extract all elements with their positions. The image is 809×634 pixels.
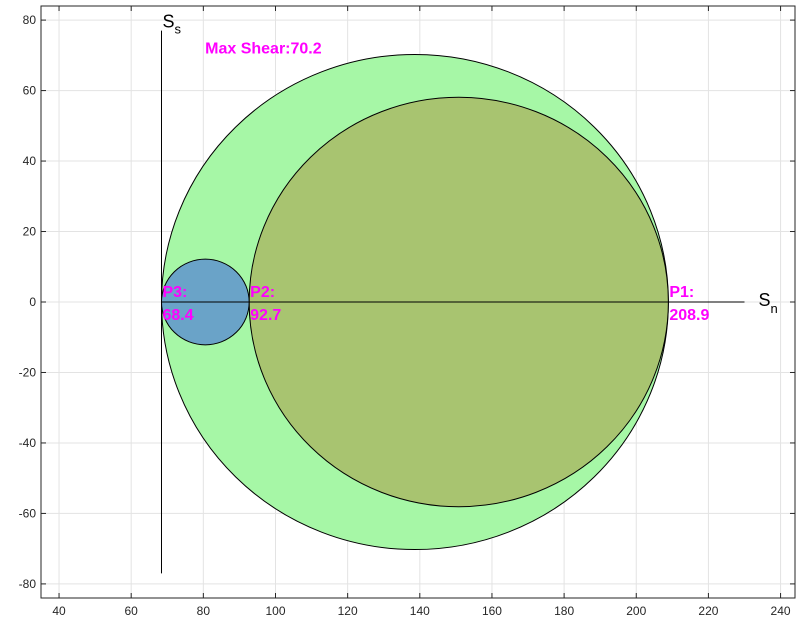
annotations: P3: 68.4 P2: 92.7 P1: 208.9 Max Shear:70.2 [162, 41, 709, 324]
y-tick-label: -20 [19, 365, 37, 379]
x-tick-label: 140 [410, 604, 430, 618]
normal-axis-label: Sn [758, 290, 777, 316]
tick-labels: 40 60 80 100 120 140 160 180 200 220 240-80-60-40-… [19, 13, 791, 618]
x-tick-label: 220 [698, 604, 718, 618]
y-tick-label: 80 [23, 13, 37, 27]
y-tick-label: 60 [23, 84, 37, 98]
x-tick-label: 240 [771, 604, 791, 618]
principal-value-p2: 92.7 [250, 307, 281, 324]
principal-label-p1: P1: [669, 284, 694, 301]
y-tick-label: 40 [23, 154, 37, 168]
x-tick-label: 80 [197, 604, 211, 618]
x-tick-label: 100 [265, 604, 285, 618]
x-tick-label: 120 [338, 604, 358, 618]
x-tick-label: 160 [482, 604, 502, 618]
y-tick-label: 20 [23, 225, 37, 239]
x-tick-label: 180 [554, 604, 574, 618]
x-tick-label: 40 [52, 604, 66, 618]
stress-axes: Sn Ss [160, 12, 778, 574]
x-tick-label: 200 [626, 604, 646, 618]
shear-axis-label: Ss [162, 12, 181, 37]
principal-label-p3: P3: [162, 284, 187, 301]
principal-value-p1: 208.9 [669, 307, 709, 324]
plot-frame [40, 5, 796, 599]
y-tick-label: -60 [19, 506, 37, 520]
principal-label-p2: P2: [250, 284, 275, 301]
y-tick-label: -40 [19, 436, 37, 450]
x-tick-label: 60 [125, 604, 139, 618]
principal-value-p3: 68.4 [162, 307, 193, 324]
y-tick-label: -80 [19, 577, 37, 591]
y-tick-label: 0 [29, 295, 36, 309]
max-shear-label: Max Shear:70.2 [205, 41, 322, 58]
